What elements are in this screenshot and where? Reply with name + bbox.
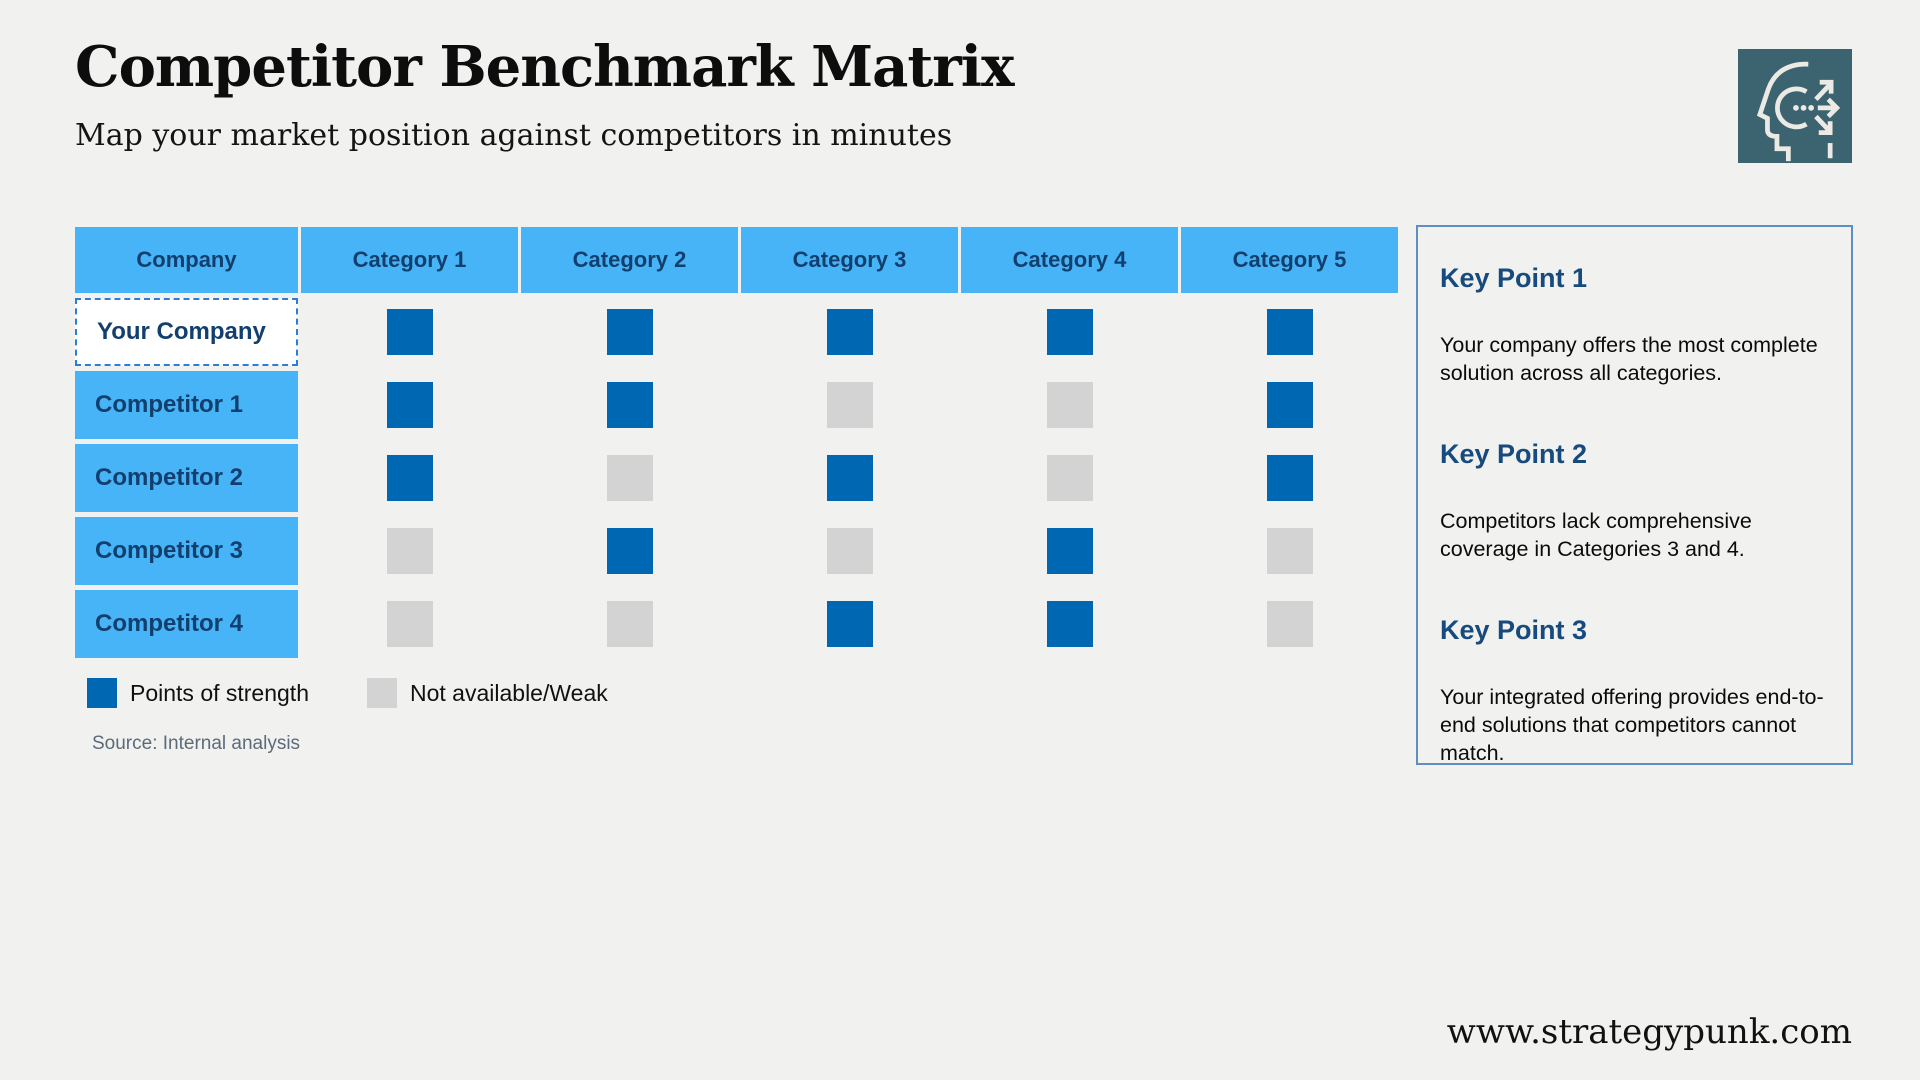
matrix-cell xyxy=(961,444,1178,512)
matrix-cell xyxy=(301,298,518,366)
strength-marker xyxy=(386,382,433,428)
strength-marker xyxy=(1266,382,1313,428)
matrix-cell xyxy=(521,517,738,585)
matrix-cell xyxy=(961,371,1178,439)
legend-item-strength: Points of strength xyxy=(87,678,309,708)
strength-marker xyxy=(826,309,873,355)
matrix-cell xyxy=(961,590,1178,658)
row-label-competitor-4: Competitor 4 xyxy=(75,590,298,658)
key-point-heading-2: Key Point 2 xyxy=(1440,438,1588,469)
strength-marker xyxy=(826,455,873,501)
weak-marker xyxy=(606,601,653,647)
source-note: Source: Internal analysis xyxy=(92,733,301,754)
column-header-category-5: Category 5 xyxy=(1181,227,1398,293)
matrix-cell xyxy=(1181,590,1398,658)
legend-strength-label: Points of strength xyxy=(130,679,309,706)
key-point-text-3: Your integrated offering provides end-to… xyxy=(1440,684,1824,766)
row-label-competitor-2: Competitor 2 xyxy=(75,444,298,512)
page-subtitle: Map your market position against competi… xyxy=(75,118,953,153)
website-url[interactable]: www.strategypunk.com xyxy=(1446,1012,1852,1052)
strength-marker xyxy=(606,528,653,574)
strength-marker xyxy=(386,309,433,355)
key-point-text-1: Your company offers the most complete so… xyxy=(1440,333,1818,386)
matrix-cell xyxy=(1181,298,1398,366)
strength-marker xyxy=(1046,309,1093,355)
column-header-category-4: Category 4 xyxy=(961,227,1178,293)
page-title: Competitor Benchmark Matrix xyxy=(75,34,1014,100)
strength-marker xyxy=(1266,455,1313,501)
strength-marker xyxy=(1266,309,1313,355)
matrix-cell xyxy=(741,298,958,366)
column-header-company: Company xyxy=(75,227,298,293)
column-header-category-1: Category 1 xyxy=(301,227,518,293)
key-point-heading-3: Key Point 3 xyxy=(1440,614,1588,645)
matrix-cell xyxy=(521,444,738,512)
matrix-cell xyxy=(301,371,518,439)
weak-marker xyxy=(826,528,873,574)
column-header-category-2: Category 2 xyxy=(521,227,738,293)
weak-marker xyxy=(1266,528,1313,574)
strength-marker xyxy=(826,601,873,647)
row-label-competitor-1: Competitor 1 xyxy=(75,371,298,439)
key-point-heading-1: Key Point 1 xyxy=(1440,263,1588,293)
matrix-cell xyxy=(961,517,1178,585)
matrix-cell xyxy=(961,298,1178,366)
legend: Points of strength Not available/Weak xyxy=(87,678,608,708)
strength-marker xyxy=(606,382,653,428)
weak-marker xyxy=(606,455,653,501)
weak-swatch-icon xyxy=(367,678,397,708)
row-label-your-company[interactable]: Your Company xyxy=(75,298,298,366)
matrix-cell xyxy=(301,590,518,658)
matrix-cell xyxy=(301,517,518,585)
matrix-cell xyxy=(521,371,738,439)
legend-item-weak: Not available/Weak xyxy=(367,678,608,708)
strength-marker xyxy=(1046,601,1093,647)
strength-marker xyxy=(1046,528,1093,574)
matrix-cell xyxy=(741,517,958,585)
weak-marker xyxy=(386,601,433,647)
matrix-cell xyxy=(741,590,958,658)
matrix-cell xyxy=(741,444,958,512)
column-header-category-3: Category 3 xyxy=(741,227,958,293)
weak-marker xyxy=(1266,601,1313,647)
strength-swatch-icon xyxy=(87,678,117,708)
key-point-text-2: Competitors lack comprehensive coverage … xyxy=(1440,508,1752,562)
matrix-cell xyxy=(1181,517,1398,585)
matrix-cell xyxy=(741,371,958,439)
weak-marker xyxy=(1046,382,1093,428)
matrix-cell xyxy=(301,444,518,512)
head-arrows-icon xyxy=(1756,61,1841,162)
matrix-cell xyxy=(521,298,738,366)
weak-marker xyxy=(1046,455,1093,501)
key-points-panel: Key Point 1 Your company offers the most … xyxy=(1416,225,1853,765)
matrix-cell xyxy=(521,590,738,658)
strength-marker xyxy=(386,455,433,501)
matrix-cell xyxy=(1181,371,1398,439)
benchmark-matrix: Company Category 1 Category 2 Category 3 Cat… xyxy=(75,227,1398,658)
weak-marker xyxy=(386,528,433,574)
row-label-competitor-3: Competitor 3 xyxy=(75,517,298,585)
matrix-cell xyxy=(1181,444,1398,512)
strength-marker xyxy=(606,309,653,355)
legend-weak-label: Not available/Weak xyxy=(410,679,608,706)
weak-marker xyxy=(826,382,873,428)
strategypunk-logo xyxy=(1738,49,1852,163)
